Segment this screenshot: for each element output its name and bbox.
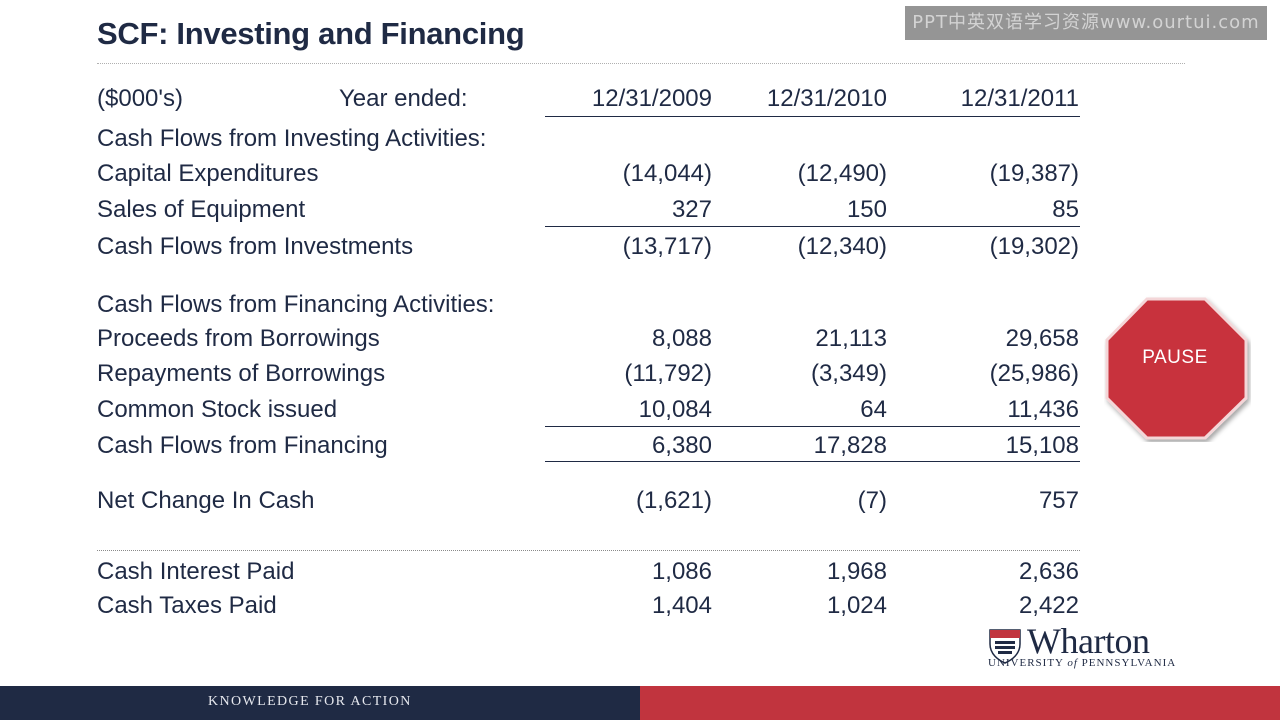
table-row: Cash Flows from Financing 6,380 17,828 1…	[97, 432, 1081, 464]
row-label: Cash Flows from Financing Activities:	[97, 291, 495, 318]
units-label: ($000's)	[97, 85, 183, 112]
table-row: Common Stock issued 10,084 64 11,436	[97, 396, 1081, 428]
year-header-2010: 12/31/2010	[766, 85, 887, 112]
cell-2010: 64	[860, 396, 887, 423]
table-row: Proceeds from Borrowings 8,088 21,113 29…	[97, 325, 1081, 357]
table-row: Cash Flows from Investing Activities:	[97, 125, 1081, 157]
cell-2009: (14,044)	[622, 160, 712, 187]
row-label: Common Stock issued	[97, 396, 338, 423]
cell-2009: 327	[671, 196, 712, 223]
row-label: Net Change In Cash	[97, 487, 315, 514]
cell-2011: 2,636	[1018, 558, 1079, 585]
cell-2011: 85	[1052, 196, 1079, 223]
header-underline	[545, 116, 1080, 117]
footer-bar-navy	[0, 686, 640, 720]
table-row: Cash Flows from Financing Activities:	[97, 291, 1081, 323]
footer-bar-red	[640, 686, 1280, 720]
table-row: Cash Taxes Paid 1,404 1,024 2,422	[97, 592, 1081, 624]
cell-2009: 1,086	[651, 558, 712, 585]
table-row: Net Change In Cash (1,621) (7) 757	[97, 487, 1081, 519]
cell-2011: 11,436	[1007, 396, 1079, 423]
pause-label: PAUSE	[1142, 347, 1208, 368]
year-header-2009: 12/31/2009	[591, 85, 712, 112]
subtitle-suffix: PENNSYLVANIA	[1077, 657, 1177, 669]
pause-stop-sign[interactable]	[1104, 295, 1251, 442]
cell-2010: 21,113	[815, 325, 887, 352]
cell-2009: (1,621)	[635, 487, 712, 514]
cell-2011: 15,108	[1005, 432, 1079, 459]
row-label: Cash Taxes Paid	[97, 592, 277, 619]
cell-2009: (13,717)	[622, 233, 712, 260]
row-label: Cash Flows from Investments	[97, 233, 414, 260]
table-row: Cash Flows from Investments (13,717) (12…	[97, 233, 1081, 265]
section-divider	[97, 550, 1080, 551]
year-header-2011: 12/31/2011	[960, 85, 1079, 112]
cell-2010: (12,340)	[797, 233, 887, 260]
row-label: Proceeds from Borrowings	[97, 325, 380, 352]
title-divider	[97, 63, 1185, 64]
cell-2011: 29,658	[1005, 325, 1079, 352]
subtotal-rule-investing	[545, 226, 1080, 227]
row-label: Repayments of Borrowings	[97, 360, 386, 387]
table-header-row: ($000's) Year ended: 12/31/2009 12/31/20…	[97, 85, 1081, 117]
slide-title: SCF: Investing and Financing	[97, 16, 525, 51]
subtotal-rule-financing	[545, 426, 1080, 427]
year-ended-label: Year ended:	[339, 85, 468, 112]
total-rule-financing	[545, 461, 1080, 462]
cell-2009: 6,380	[651, 432, 712, 459]
subtitle-prefix: UNIVERSITY	[988, 657, 1068, 669]
cell-2010: 17,828	[813, 432, 887, 459]
cell-2009: (11,792)	[624, 360, 712, 387]
footer-tagline: KNOWLEDGE FOR ACTION	[208, 694, 412, 709]
subtitle-of: of	[1067, 657, 1078, 669]
cell-2010: (12,490)	[797, 160, 887, 187]
row-label: Cash Flows from Financing	[97, 432, 388, 459]
cell-2011: (19,387)	[989, 160, 1079, 187]
cell-2011: 2,422	[1018, 592, 1079, 619]
cell-2010: (3,349)	[810, 360, 887, 387]
cell-2009: 8,088	[651, 325, 712, 352]
wharton-wordmark: Wharton	[1027, 621, 1150, 661]
cell-2010: (7)	[857, 487, 887, 514]
table-row: Capital Expenditures (14,044) (12,490) (…	[97, 160, 1081, 192]
row-label: Cash Flows from Investing Activities:	[97, 125, 487, 152]
cell-2010: 1,024	[826, 592, 887, 619]
cell-2009: 10,084	[638, 396, 712, 423]
cell-2011: (25,986)	[989, 360, 1079, 387]
cell-2009: 1,404	[651, 592, 712, 619]
cell-2010: 150	[846, 196, 887, 223]
cell-2011: 757	[1038, 487, 1079, 514]
university-subtitle: UNIVERSITY of PENNSYLVANIA	[988, 657, 1176, 669]
table-row: Repayments of Borrowings (11,792) (3,349…	[97, 360, 1081, 392]
wharton-shield-icon	[989, 629, 1021, 664]
table-row: Cash Interest Paid 1,086 1,968 2,636	[97, 558, 1081, 590]
row-label: Capital Expenditures	[97, 160, 319, 187]
row-label: Sales of Equipment	[97, 196, 306, 223]
cell-2011: (19,302)	[989, 233, 1079, 260]
cell-2010: 1,968	[826, 558, 887, 585]
table-row: Sales of Equipment 327 150 85	[97, 196, 1081, 228]
watermark-banner: PPT中英双语学习资源www.ourtui.com	[905, 6, 1267, 40]
row-label: Cash Interest Paid	[97, 558, 295, 585]
